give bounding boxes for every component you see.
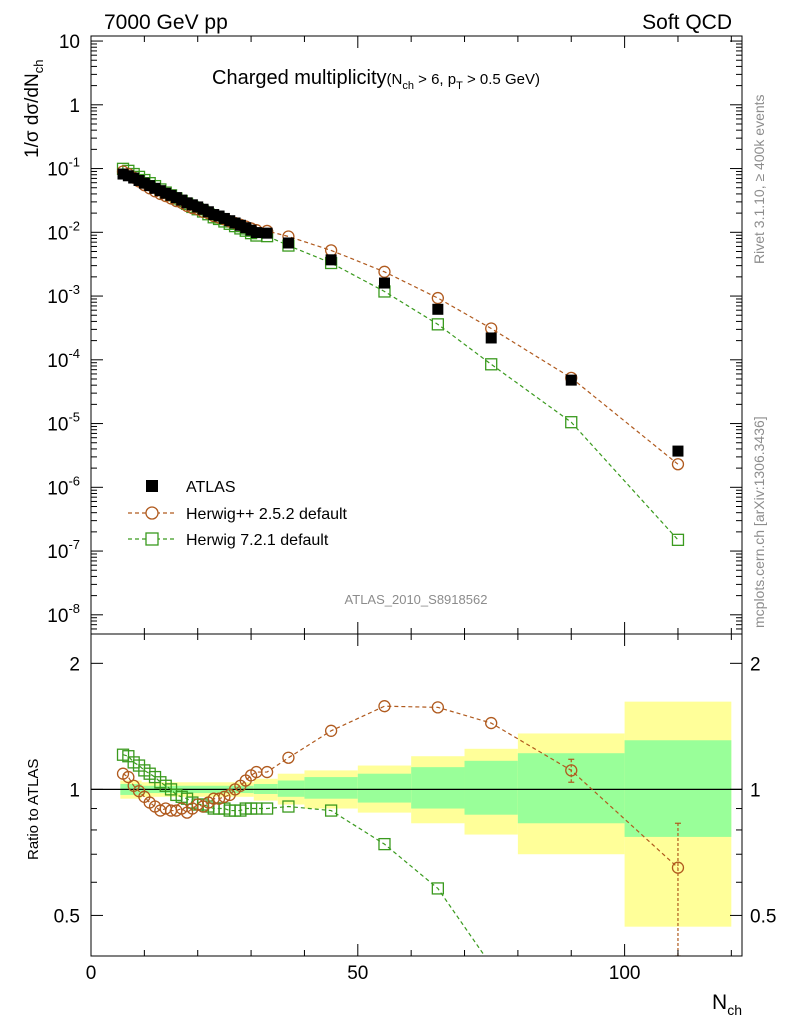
ratio-inner-band bbox=[304, 777, 358, 799]
atlas-main-point bbox=[485, 332, 497, 344]
herwig7-ratio-line bbox=[122, 754, 486, 956]
ratio-y-axis-label: Ratio to ATLAS bbox=[25, 759, 42, 860]
herwig7-main-point bbox=[671, 533, 685, 546]
legend-label-atlas: ATLAS bbox=[186, 479, 236, 496]
ratio-x-tick-label: 0 bbox=[86, 963, 97, 984]
herwigpp-ratio-point bbox=[260, 765, 274, 779]
y-axis-label-sub: ch bbox=[31, 60, 46, 74]
ratio-x-ticks: 0 50 100 bbox=[86, 634, 732, 984]
main-y-ticks: 10-8 10-7 10-6 10-5 10-4 10-3 10-2 10-1 1 10 bbox=[47, 32, 742, 635]
herwig7-ratio-point bbox=[431, 882, 444, 895]
legend-label-herwigpp: Herwig++ 2.5.2 default bbox=[186, 506, 348, 523]
ratio-plot-frame bbox=[90, 633, 743, 957]
atlas-main-point bbox=[565, 374, 577, 386]
herwig7-ratio-point bbox=[260, 802, 274, 815]
ratio-x-tick-label: 100 bbox=[609, 963, 641, 984]
main-y-tick-label: 1 bbox=[69, 96, 80, 117]
y-axis-label: 1/σ dσ/dNch bbox=[22, 60, 46, 158]
herwigpp-ratio-point bbox=[282, 751, 295, 764]
main-y-tick-label: 10-7 bbox=[47, 537, 80, 563]
herwigpp-ratio-point bbox=[122, 770, 135, 784]
atlas-main-point bbox=[378, 277, 390, 289]
herwigpp-ratio-point bbox=[431, 701, 444, 714]
legend-marker-atlas bbox=[146, 480, 158, 492]
herwigpp-ratio-point bbox=[250, 765, 263, 779]
main-y-tick-label: 10-1 bbox=[47, 155, 80, 181]
legend: ATLAS Herwig++ 2.5.2 default Herwig 7.2.… bbox=[128, 479, 348, 549]
plot-title-cut-rest: > 6, p bbox=[414, 71, 456, 88]
rivet-version-note: Rivet 3.1.10, ≥ 400k events bbox=[751, 94, 767, 264]
ratio-inner-band bbox=[277, 780, 305, 797]
main-y-tick-label: 10-6 bbox=[47, 473, 80, 499]
plot-title-main: Charged multiplicity bbox=[212, 67, 387, 89]
ratio-inner-band bbox=[411, 767, 465, 809]
ratio-inner-band bbox=[464, 760, 518, 815]
herwig7-ratio-point bbox=[282, 800, 295, 813]
mcplots-reference-note: mcplots.cern.ch [arXiv:1306.3436] bbox=[751, 416, 767, 628]
herwigpp-main-point bbox=[324, 244, 338, 257]
plot-title-cut-sub: ch bbox=[402, 80, 414, 92]
main-y-tick-label: 10-4 bbox=[47, 346, 80, 372]
atlas-main-point bbox=[261, 227, 273, 239]
ratio-series bbox=[116, 700, 685, 956]
herwigpp-main-point bbox=[378, 265, 391, 278]
ratio-inner-band bbox=[624, 740, 732, 837]
ratio-y-ticks: 0.5 0.5 1 1 2 2 bbox=[54, 654, 776, 957]
x-axis-label: Nch bbox=[712, 991, 742, 1018]
ratio-y-tick-label-left: 2 bbox=[69, 654, 80, 675]
ratio-inner-band bbox=[517, 753, 625, 824]
ratio-x-tick-label: 50 bbox=[347, 963, 368, 984]
atlas-main-point bbox=[282, 237, 294, 249]
atlas-main-point bbox=[432, 303, 444, 315]
ratio-y-tick-label-right: 0.5 bbox=[750, 906, 776, 927]
ratio-inner-band bbox=[357, 773, 412, 803]
legend-label-herwig7: Herwig 7.2.1 default bbox=[186, 532, 329, 549]
herwigpp-main-point bbox=[485, 322, 498, 335]
herwigpp-main-point bbox=[671, 458, 685, 471]
atlas-main-point bbox=[325, 254, 337, 266]
plot-title-cut-sub2: T bbox=[456, 80, 463, 92]
herwig7-main-point bbox=[431, 318, 444, 331]
legend-marker-herwig7 bbox=[145, 532, 159, 546]
category-label: Soft QCD bbox=[642, 11, 732, 34]
ratio-y-tick-label-left: 0.5 bbox=[54, 906, 80, 927]
main-y-tick-label: 10-8 bbox=[47, 601, 80, 627]
x-axis-label-sub: ch bbox=[727, 1002, 742, 1018]
herwigpp-ratio-point bbox=[565, 764, 578, 777]
herwigpp-main-point bbox=[431, 291, 444, 305]
ratio-y-tick-label-left: 1 bbox=[69, 780, 80, 801]
legend-marker-herwigpp bbox=[145, 506, 159, 520]
atlas-main-point bbox=[672, 445, 684, 457]
ratio-y-tick-label-right: 1 bbox=[750, 780, 761, 801]
ratio-panel: 0.5 0.5 1 1 2 2 0 50 100 Ratio to ATLAS Nch bbox=[25, 633, 776, 1018]
main-panel: Charged multiplicity(Nch > 6, pT > 0.5 G… bbox=[22, 32, 743, 635]
herwig7-main-point bbox=[485, 358, 498, 371]
energy-label: 7000 GeV pp bbox=[104, 11, 228, 34]
herwigpp-ratio-point bbox=[218, 790, 231, 803]
herwig7-ratio-point bbox=[378, 837, 391, 851]
main-x-ticks bbox=[90, 36, 732, 634]
ratio-y-tick-label-right: 2 bbox=[750, 654, 761, 675]
herwig7-ratio-point bbox=[324, 804, 338, 817]
herwigpp-ratio-point bbox=[671, 861, 685, 874]
herwigpp-ratio-line bbox=[122, 705, 679, 869]
plot-title-cut: (N bbox=[387, 71, 403, 88]
main-y-tick-label: 10-3 bbox=[47, 282, 80, 308]
x-axis-label-main: N bbox=[712, 991, 727, 1014]
herwigpp-ratio-point bbox=[378, 700, 391, 713]
herwigpp-ratio-point bbox=[485, 716, 498, 730]
main-y-tick-label: 10 bbox=[59, 32, 80, 53]
herwig7-main-point bbox=[565, 416, 578, 429]
main-series bbox=[116, 162, 685, 546]
main-y-tick-label: 10-2 bbox=[47, 218, 80, 244]
atlas-main-point bbox=[250, 227, 262, 239]
plot-title-cut-end: > 0.5 GeV) bbox=[463, 71, 540, 88]
herwigpp-ratio-point bbox=[212, 792, 226, 805]
herwigpp-ratio-point bbox=[324, 724, 338, 737]
y-axis-label-main: 1/σ dσ/dN bbox=[22, 73, 43, 158]
analysis-tag: ATLAS_2010_S8918562 bbox=[345, 592, 488, 607]
main-y-tick-label: 10-5 bbox=[47, 410, 80, 436]
plot-title: Charged multiplicity(Nch > 6, pT > 0.5 G… bbox=[212, 67, 540, 92]
